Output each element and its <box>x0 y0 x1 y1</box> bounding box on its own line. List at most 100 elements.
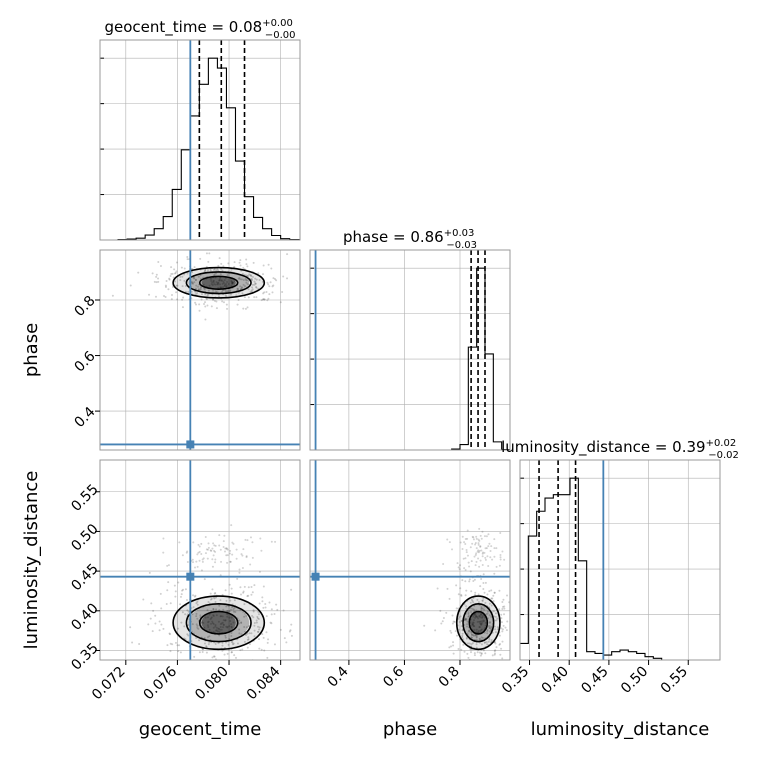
sample-dot <box>248 273 251 276</box>
sample-dot <box>138 642 141 645</box>
sample-dot <box>229 599 232 602</box>
sample-dot <box>271 285 274 288</box>
sample-dot <box>442 616 445 619</box>
sample-dot <box>195 560 198 563</box>
sample-dot <box>243 296 246 299</box>
sample-dot <box>481 552 484 555</box>
sample-dot <box>166 589 169 592</box>
sample-dot <box>215 290 218 293</box>
sample-dot <box>215 272 218 275</box>
sample-dot <box>231 643 234 646</box>
sample-dot <box>227 610 230 613</box>
sample-dot <box>493 650 496 653</box>
sample-dot <box>228 583 231 586</box>
sample-dot <box>217 630 220 633</box>
sample-dot <box>194 293 197 296</box>
sample-dot <box>499 532 502 535</box>
sample-dot <box>445 611 448 614</box>
sample-dot <box>464 594 467 597</box>
sample-dot <box>195 284 198 287</box>
sample-dot <box>484 621 487 624</box>
title-upper: +0.02 <box>706 438 737 449</box>
sample-dot <box>217 264 220 267</box>
sample-dot <box>205 298 208 301</box>
sample-dot <box>175 270 178 273</box>
sample-dot <box>249 274 252 277</box>
sample-dot <box>263 291 266 294</box>
sample-dot <box>494 612 497 615</box>
sample-dot <box>474 634 477 637</box>
sample-dot <box>451 548 454 551</box>
sample-dot <box>473 654 476 657</box>
sample-dot <box>243 615 246 618</box>
sample-dot <box>211 558 214 561</box>
sample-dot <box>442 563 445 566</box>
sample-dot <box>257 618 260 621</box>
sample-dot <box>205 646 208 649</box>
sample-dot <box>228 610 231 613</box>
sample-dot <box>229 560 232 563</box>
sample-dot <box>480 628 483 631</box>
sample-dot <box>473 625 476 628</box>
sample-dot <box>203 642 206 645</box>
sample-dot <box>464 542 467 545</box>
sample-dot <box>219 283 222 286</box>
sample-dot <box>479 545 482 548</box>
sample-dot <box>231 541 234 544</box>
sample-dot <box>477 549 480 552</box>
sample-dot <box>218 278 221 281</box>
sample-dot <box>483 641 486 644</box>
sample-dot <box>474 615 477 618</box>
sample-dot <box>224 289 227 292</box>
sample-dot <box>221 615 224 618</box>
sample-dot <box>206 636 209 639</box>
sample-dot <box>490 545 493 548</box>
sample-dot <box>208 252 211 255</box>
sample-dot <box>250 289 253 292</box>
sample-dot <box>470 633 473 636</box>
sample-dot <box>231 282 234 285</box>
sample-dot <box>162 537 165 540</box>
sample-dot <box>477 542 480 545</box>
sample-dot <box>203 637 206 640</box>
sample-dot <box>487 533 490 536</box>
sample-dot <box>254 277 257 280</box>
sample-dot <box>463 650 466 653</box>
sample-dot <box>222 540 225 543</box>
sample-dot <box>267 283 270 286</box>
sample-dot <box>225 547 228 550</box>
sample-dot <box>223 283 226 286</box>
sample-dot <box>207 643 210 646</box>
sample-dot <box>493 591 496 594</box>
sample-dot <box>434 629 437 632</box>
sample-dot <box>479 622 482 625</box>
sample-dot <box>480 622 483 625</box>
sample-dot <box>249 274 252 277</box>
sample-dot <box>157 261 160 264</box>
sample-dot <box>477 538 480 541</box>
sample-dot <box>186 550 189 553</box>
sample-dot <box>204 552 207 555</box>
sample-dot <box>255 621 258 624</box>
sample-dot <box>474 541 477 544</box>
sample-dot <box>489 549 492 552</box>
sample-dot <box>488 621 491 624</box>
sample-dot <box>262 585 265 588</box>
sample-dot <box>215 614 218 617</box>
sample-dot <box>211 281 214 284</box>
sample-dot <box>194 279 197 282</box>
sample-dot <box>501 601 504 604</box>
sample-dot <box>224 547 227 550</box>
sample-dot <box>516 607 518 609</box>
sample-dot <box>471 642 474 645</box>
sample-dot <box>498 642 501 645</box>
sample-dot <box>203 288 206 291</box>
sample-dot <box>469 648 472 651</box>
sample-dot <box>226 609 229 612</box>
sample-dot <box>220 279 223 282</box>
sample-dot <box>252 261 255 264</box>
sample-dot <box>227 262 230 265</box>
sample-dot <box>474 591 477 594</box>
sample-dot <box>240 633 243 636</box>
sample-dot <box>166 644 169 647</box>
